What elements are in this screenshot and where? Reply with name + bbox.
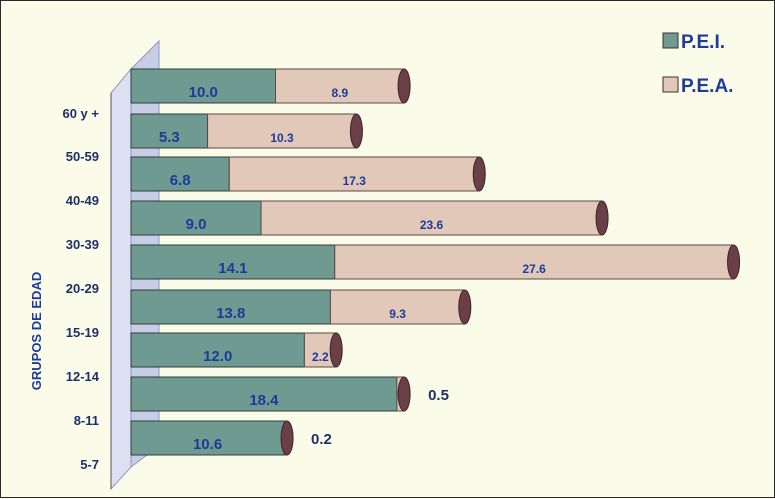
category-label: 50-59	[66, 149, 99, 164]
bar-row: 18.4 0.5	[130, 376, 449, 412]
bar-end-cap	[280, 420, 294, 456]
bar-pei	[130, 332, 305, 368]
category-label: 20-29	[66, 281, 99, 296]
bar-row: 5.3 10.3	[130, 113, 363, 149]
y-axis-title-text: GRUPOS DE EDAD	[29, 272, 44, 390]
y-axis-title: GRUPOS DE EDAD	[29, 272, 44, 390]
bar-pei	[130, 376, 398, 412]
value-label-pea: 0.5	[428, 387, 449, 404]
legend-swatch	[662, 32, 679, 49]
value-label-pei: 12.0	[203, 348, 232, 365]
value-label-pei: 5.3	[159, 129, 180, 146]
bar-pei	[130, 289, 331, 325]
bar-row: 9.0 23.6	[130, 200, 609, 236]
bar-pea	[275, 68, 405, 104]
value-label-pei: 6.8	[170, 172, 191, 189]
bar-pei	[130, 113, 209, 149]
bar-group: 10.0 8.9 5.3 10.3 6.8 17.3 9.0 23.6 14.1 27.6 13.8…	[130, 68, 741, 456]
value-label-pei: 18.4	[249, 392, 279, 409]
bar-end-cap	[329, 332, 343, 368]
bar-row: 14.1 27.6	[130, 244, 741, 280]
category-label: 40-49	[66, 193, 99, 208]
bar-row: 10.0 8.9	[130, 68, 411, 104]
value-label-pei: 10.0	[189, 84, 218, 101]
category-label: 12-14	[66, 369, 100, 384]
bar-row: 10.6 0.2	[130, 420, 332, 456]
category-label: 15-19	[66, 325, 99, 340]
value-label-pea: 0.2	[311, 431, 332, 448]
bar-end-cap	[727, 244, 741, 280]
bar-row: 6.8 17.3	[130, 156, 486, 192]
bar-row: 13.8 9.3	[130, 289, 472, 325]
bar-pea	[228, 156, 480, 192]
value-label-pei: 10.6	[193, 436, 222, 453]
legend-label: P.E.A.	[681, 76, 733, 97]
bar-end-cap	[472, 156, 486, 192]
bar-pea	[260, 200, 603, 236]
bar-end-cap	[458, 289, 472, 325]
value-label-pea: 9.3	[389, 307, 406, 321]
value-label-pei: 14.1	[218, 260, 247, 277]
value-label-pea: 27.6	[522, 262, 546, 276]
bar-end-cap	[595, 200, 609, 236]
axis-wall-side	[110, 67, 132, 491]
legend-swatch	[662, 76, 679, 93]
category-label: 5-7	[80, 457, 99, 472]
value-label-pea: 17.3	[343, 174, 367, 188]
bar-row: 12.0 2.2	[130, 332, 343, 368]
bar-pei	[130, 244, 336, 280]
bar-pei	[130, 200, 262, 236]
bar-pei	[130, 420, 285, 456]
legend-label: P.E.I.	[681, 32, 725, 53]
bar-pea	[334, 244, 735, 280]
value-label-pea: 2.2	[312, 350, 329, 364]
category-label: 8-11	[74, 413, 99, 428]
category-labels: 60 y + 50-59 40-49 30-39 20-29 15-19 12-14 8-11…	[62, 106, 99, 472]
bar-end-cap	[397, 376, 411, 412]
bar-end-cap	[397, 68, 411, 104]
bar-pei	[130, 156, 230, 192]
bar-end-cap	[349, 113, 363, 149]
value-label-pea: 8.9	[331, 86, 348, 100]
category-label: 30-39	[66, 237, 99, 252]
value-label-pei: 9.0	[186, 216, 207, 233]
value-label-pea: 23.6	[420, 218, 444, 232]
category-label: 60 y +	[62, 106, 99, 121]
value-label-pea: 10.3	[270, 131, 294, 145]
value-label-pei: 13.8	[216, 305, 245, 322]
legend: P.E.I. P.E.A.	[662, 32, 733, 97]
bar-pei	[130, 68, 276, 104]
